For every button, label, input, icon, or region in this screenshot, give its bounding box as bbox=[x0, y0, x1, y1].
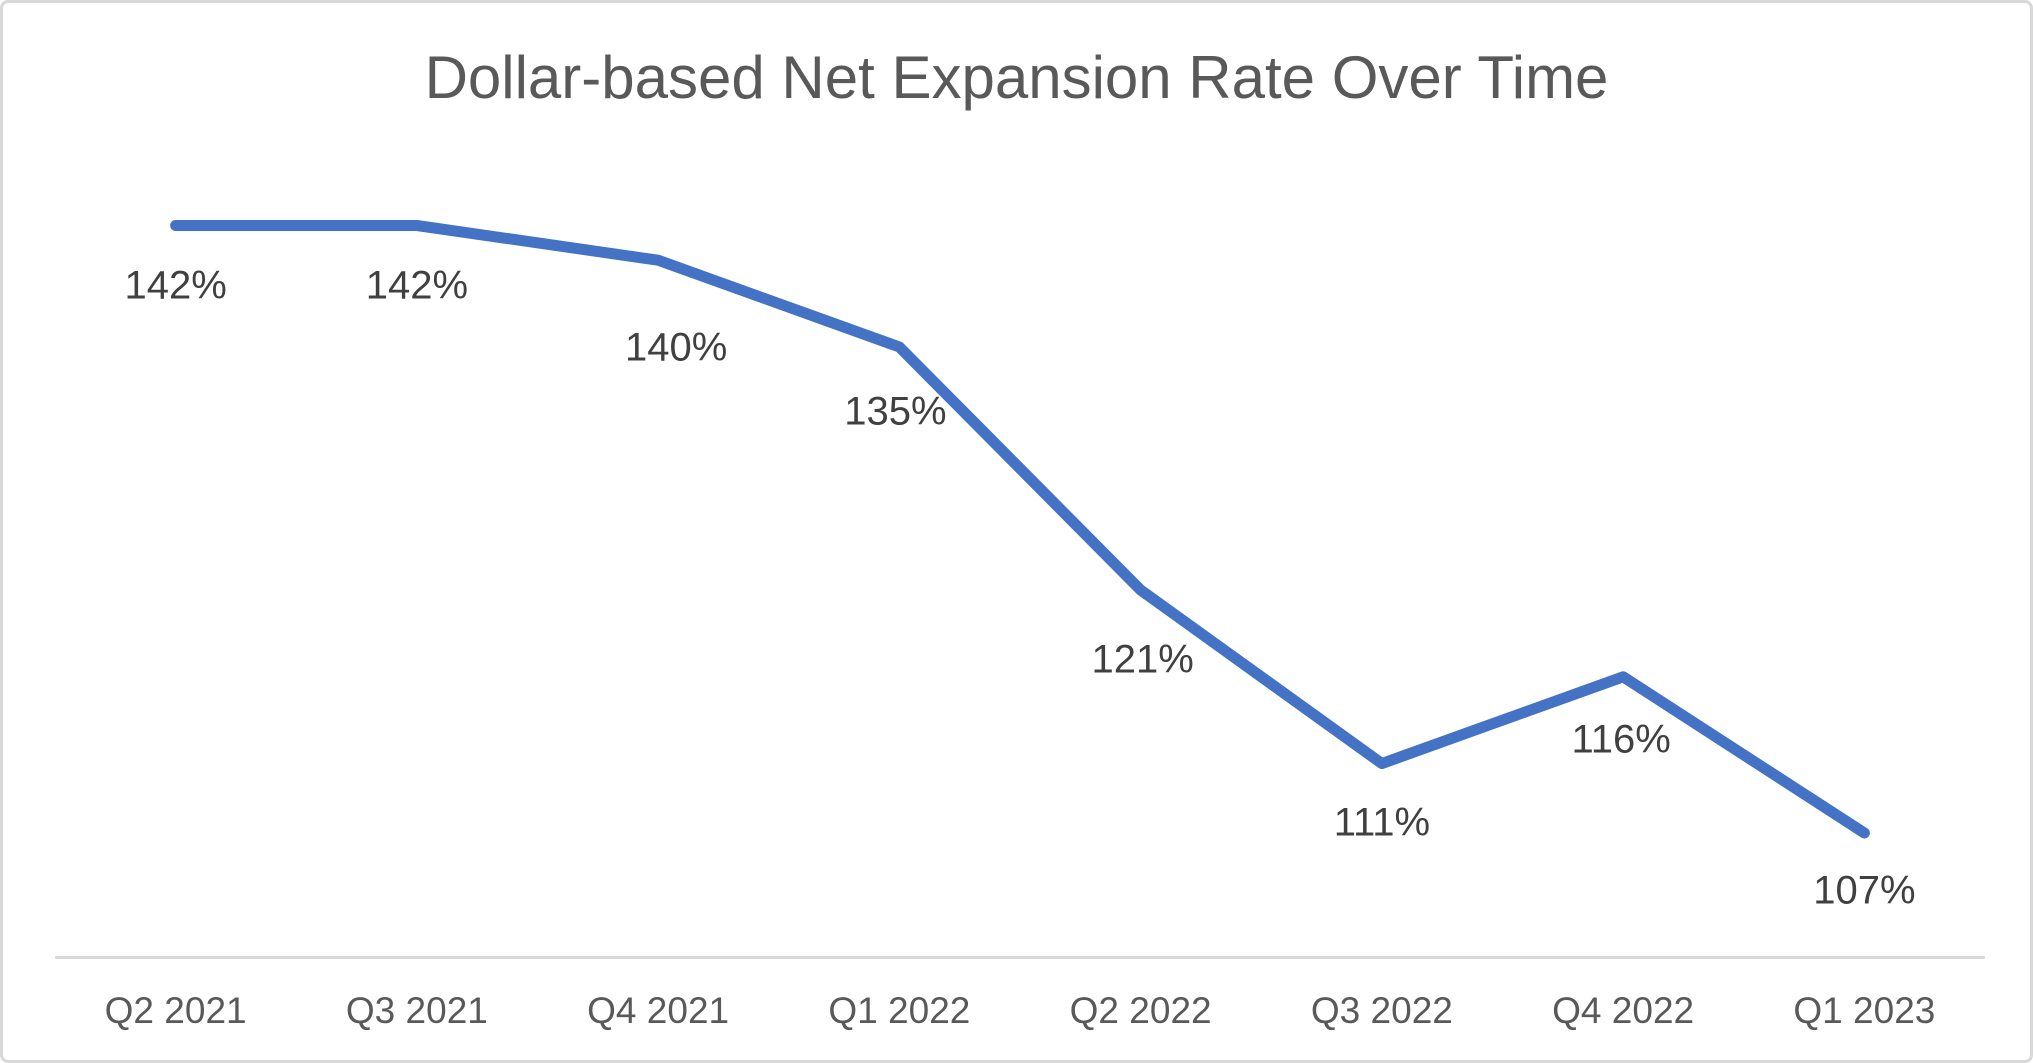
data-label: 135% bbox=[844, 389, 947, 434]
x-axis-label: Q1 2023 bbox=[1793, 990, 1936, 1031]
x-axis-label: Q2 2021 bbox=[104, 990, 247, 1031]
data-label: 121% bbox=[1091, 637, 1194, 682]
x-axis-label: Q3 2021 bbox=[345, 990, 488, 1031]
x-axis-label: Q4 2021 bbox=[587, 990, 730, 1031]
data-label: 107% bbox=[1813, 868, 1916, 913]
data-label: 111% bbox=[1333, 800, 1431, 845]
chart-title: Dollar-based Net Expansion Rate Over Tim… bbox=[424, 44, 1609, 111]
x-axis-label: Q3 2022 bbox=[1310, 990, 1453, 1031]
data-label: 142% bbox=[365, 263, 469, 307]
data-label: 140% bbox=[624, 325, 728, 370]
chart-canvas bbox=[55, 220, 1985, 959]
data-label: 142% bbox=[124, 263, 227, 307]
data-label: 116% bbox=[1571, 717, 1671, 762]
x-axis-label: Q1 2022 bbox=[828, 990, 971, 1031]
x-axis-label: Q2 2022 bbox=[1069, 990, 1212, 1031]
expansion-rate-line bbox=[170, 220, 1870, 839]
x-axis-label: Q4 2022 bbox=[1552, 990, 1695, 1031]
